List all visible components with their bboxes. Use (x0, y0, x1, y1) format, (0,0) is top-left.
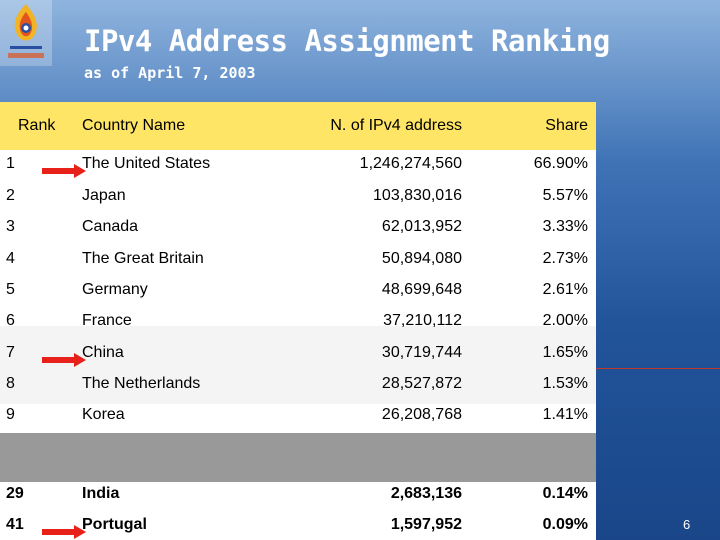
cell-rank: 3 (6, 218, 15, 235)
divider (596, 368, 720, 369)
cell-count: 1,246,274,560 (359, 155, 462, 172)
header-share: Share (545, 117, 588, 134)
cell-country: India (82, 485, 120, 502)
cell-share: 0.09% (542, 516, 588, 533)
header-country: Country Name (82, 117, 186, 134)
cell-country: Korea (82, 406, 125, 423)
cell-count: 103,830,016 (373, 187, 462, 204)
cell-share: 3.33% (542, 218, 588, 235)
cell-count: 37,210,112 (383, 312, 462, 329)
arrow-right-icon (42, 164, 86, 178)
cell-country: China (82, 344, 124, 361)
cell-rank: 4 (6, 250, 15, 267)
logo (0, 0, 52, 66)
cell-country: France (82, 312, 132, 329)
cell-rank: 7 (6, 344, 15, 361)
cell-rank: 9 (6, 406, 15, 423)
page-title: IPv4 Address Assignment Ranking (84, 24, 610, 58)
cell-rank: 2 (6, 187, 15, 204)
table-gap-bar (0, 433, 596, 482)
cell-share: 66.90% (533, 155, 588, 172)
cell-count: 28,527,872 (381, 375, 462, 392)
cell-share: 1.53% (542, 375, 588, 392)
table-header: Rank Country Name N. of IPv4 address Sha… (0, 102, 596, 150)
cell-count: 62,013,952 (381, 218, 462, 235)
cell-rank: 41 (6, 516, 24, 533)
header-rank: Rank (18, 117, 56, 134)
cell-count: 50,894,080 (381, 250, 462, 267)
cell-rank: 5 (6, 281, 15, 298)
cell-country: Germany (82, 281, 148, 298)
cell-country: The Netherlands (82, 375, 201, 392)
cell-country: Japan (82, 187, 126, 204)
arrow-right-icon (42, 525, 86, 539)
cell-country: The United States (82, 155, 211, 172)
cell-share: 2.61% (542, 281, 588, 298)
cell-count: 2,683,136 (390, 485, 462, 502)
cell-country: The Great Britain (82, 250, 204, 267)
row-shading (0, 326, 596, 404)
cell-rank: 1 (6, 155, 15, 172)
cell-share: 5.57% (542, 187, 588, 204)
ranking-table: Rank Country Name N. of IPv4 address Sha… (0, 102, 596, 540)
page-number: 6 (683, 517, 691, 532)
cell-share: 0.14% (542, 485, 588, 502)
cell-share: 2.00% (542, 312, 588, 329)
cell-share: 1.65% (542, 344, 588, 361)
cell-rank: 29 (6, 485, 24, 502)
page-subtitle: as of April 7, 2003 (84, 64, 256, 82)
cell-share: 1.41% (542, 406, 588, 423)
cell-country: Portugal (82, 516, 147, 533)
cell-rank: 8 (6, 375, 15, 392)
cell-country: Canada (82, 218, 139, 235)
cell-rank: 6 (6, 312, 15, 329)
cell-share: 2.73% (542, 250, 588, 267)
cell-count: 48,699,648 (381, 281, 462, 298)
cell-count: 30,719,744 (381, 344, 462, 361)
cell-count: 26,208,768 (381, 406, 462, 423)
cell-count: 1,597,952 (390, 516, 462, 533)
header-count: N. of IPv4 address (330, 117, 462, 134)
arrow-right-icon (42, 353, 86, 367)
